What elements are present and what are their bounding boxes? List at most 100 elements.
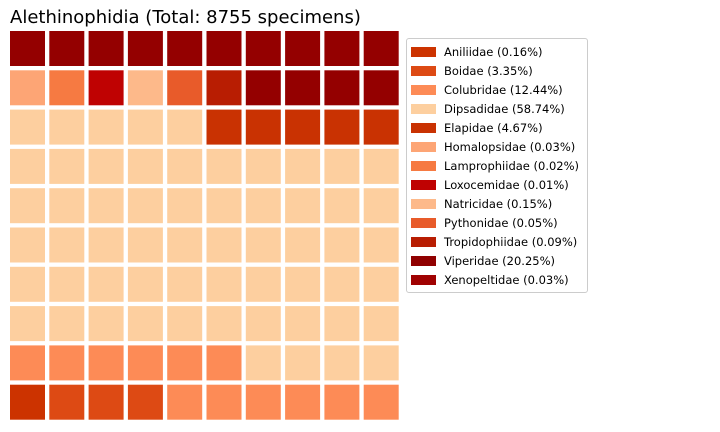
legend-swatch [411,198,436,209]
waffle-cell [245,70,281,106]
waffle-cell [206,148,242,184]
waffle-cell [324,70,360,106]
waffle-cell [10,345,45,381]
waffle-cell [10,384,45,420]
waffle-cell [10,306,45,342]
waffle-cell [363,384,399,420]
waffle-cell [206,109,242,145]
waffle-cell [285,306,321,342]
waffle-cell [88,384,124,420]
waffle-cell [324,266,360,302]
legend-entry: Aniliidae (0.16%) [407,42,587,61]
waffle-cell [127,31,163,66]
waffle-cell [324,188,360,224]
legend-swatch [411,46,436,57]
legend-swatch [411,255,436,266]
legend-swatch [411,65,436,76]
waffle-cell [285,148,321,184]
waffle-cell [127,70,163,106]
legend-entry: Dipsadidae (58.74%) [407,99,587,118]
waffle-cell [88,266,124,302]
waffle-cell [49,266,85,302]
waffle-cell [245,109,281,145]
waffle-cell [167,306,203,342]
waffle-cell [245,266,281,302]
waffle-cell [363,188,399,224]
legend-label: Homalopsidae (0.03%) [444,139,576,154]
legend-entry: Colubridae (12.44%) [407,80,587,99]
legend-entry: Pythonidae (0.05%) [407,213,587,232]
waffle-cell [49,306,85,342]
waffle-cell [206,227,242,263]
waffle-cell [127,227,163,263]
waffle-cell [245,306,281,342]
waffle-cell [167,188,203,224]
waffle-cell [127,345,163,381]
waffle-cell [10,266,45,302]
legend-swatch [411,103,436,114]
waffle-cell [10,188,45,224]
legend-entry: Boidae (3.35%) [407,61,587,80]
legend-label: Elapidae (4.67%) [444,120,543,135]
waffle-cell [363,31,399,66]
waffle-cell [49,345,85,381]
waffle-cell [167,31,203,66]
waffle-cell [363,227,399,263]
waffle-cell [363,109,399,145]
waffle-cell [49,70,85,106]
waffle-cell [127,188,163,224]
legend-entry: Natricidae (0.15%) [407,194,587,213]
legend-swatch [411,217,436,228]
waffle-cell [49,384,85,420]
waffle-cell [206,345,242,381]
waffle-cell [127,384,163,420]
waffle-cell [167,109,203,145]
legend-label: Aniliidae (0.16%) [444,44,543,59]
waffle-cell [206,188,242,224]
legend-label: Lamprophiidae (0.02%) [444,158,580,173]
waffle-cell [324,384,360,420]
legend-swatch [411,179,436,190]
waffle-cell [88,148,124,184]
waffle-cell [324,227,360,263]
waffle-cell [206,31,242,66]
waffle-cell [127,109,163,145]
waffle-cell [88,70,124,106]
waffle-cell [285,345,321,381]
waffle-cell [10,70,45,106]
waffle-cell [127,148,163,184]
waffle-cell [285,384,321,420]
waffle-cell [363,266,399,302]
legend-label: Pythonidae (0.05%) [444,215,558,230]
waffle-cell [127,266,163,302]
waffle-cell [285,227,321,263]
waffle-cell [88,345,124,381]
waffle-cell [285,31,321,66]
waffle-cell [167,266,203,302]
chart-title: Alethinophidia (Total: 8755 specimens) [10,7,361,28]
waffle-cell [167,345,203,381]
waffle-cell [324,345,360,381]
legend-entry: Loxocemidae (0.01%) [407,175,587,194]
waffle-cell [49,109,85,145]
legend-label: Xenopeltidae (0.03%) [444,272,569,287]
waffle-cell [206,306,242,342]
waffle-cell [245,345,281,381]
legend-entry: Xenopeltidae (0.03%) [407,270,587,289]
waffle-cell [49,31,85,66]
legend-swatch [411,84,436,95]
waffle-cell [324,306,360,342]
waffle-cell [285,266,321,302]
waffle-cell [49,227,85,263]
waffle-cell [285,109,321,145]
waffle-cell [88,109,124,145]
waffle-cell [245,384,281,420]
legend-label: Natricidae (0.15%) [444,196,553,211]
waffle-cell [363,70,399,106]
waffle-cell [245,227,281,263]
legend-label: Boidae (3.35%) [444,63,533,78]
waffle-cell [88,31,124,66]
waffle-cell [88,306,124,342]
waffle-cell [206,70,242,106]
waffle-cell [10,227,45,263]
